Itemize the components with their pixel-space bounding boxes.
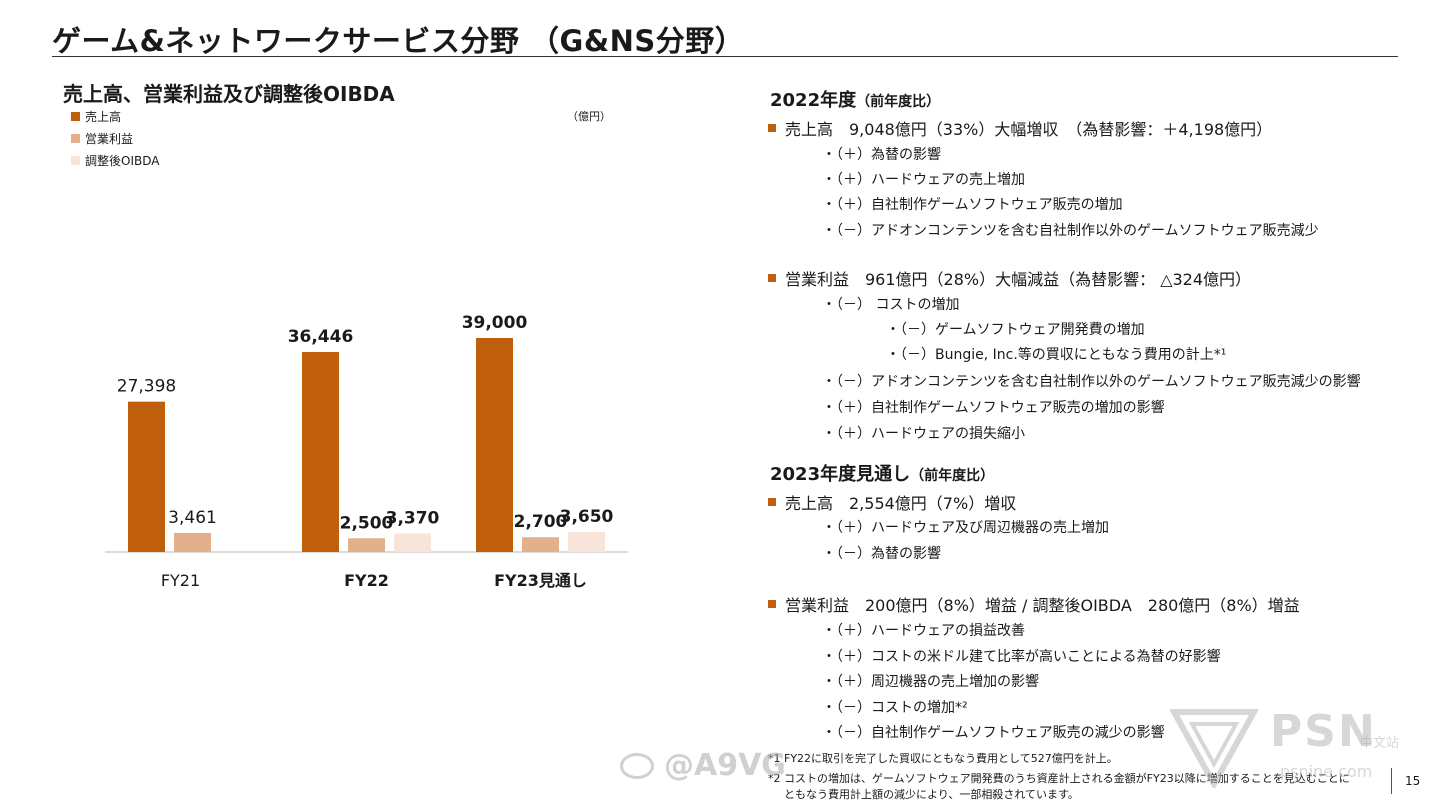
fy2022-oi-subitem: ・（－）ゲームソフトウェア開発費の増加 <box>886 322 1145 338</box>
fy2022-heading: 2022年度（前年度比） <box>770 86 940 112</box>
fy2023-sales-item: ・（－）為替の影響 <box>822 546 941 562</box>
fy2022-sales-item: ・（＋）自社制作ゲームソフトウェア販売の増加 <box>822 197 1123 213</box>
fy2022-sales-text: 売上高 9,048億円（33%）大幅増収 （為替影響：＋4,198億円） <box>785 120 1273 139</box>
bar-operating-income-2 <box>522 537 559 552</box>
square-bullet-icon <box>768 274 776 282</box>
fy2022-sales-item: ・（－）アドオンコンテンツを含む自社制作以外のゲームソフトウェア販売減少 <box>822 223 1319 239</box>
chart-unit-label: （億円） <box>567 110 611 123</box>
bar-operating-income-1 <box>348 538 385 552</box>
fy2022-oi-item: ・（－）アドオンコンテンツを含む自社制作以外のゲームソフトウェア販売減少の影響 <box>822 374 1361 390</box>
x-tick-label-1: FY22 <box>344 571 389 590</box>
fy2023-operating-income-text: 営業利益 200億円（8%）増益 / 調整後OIBDA 280億円（8%）増益 <box>785 596 1300 615</box>
footnote-2: *2 コストの増加は、ゲームソフトウェア開発費のうち資産計上される金額がFY23… <box>768 772 1350 785</box>
page-number: 15 <box>1405 774 1421 788</box>
fy2023-oi-item: ・（＋）ハードウェアの損益改善 <box>822 623 1025 639</box>
bar-operating-income-0 <box>174 533 211 552</box>
data-label-sales-0: 27,398 <box>117 377 176 397</box>
page-number-divider <box>1391 768 1392 794</box>
fy2022-oi-item: ・（＋）自社制作ゲームソフトウェア販売の増加の影響 <box>822 400 1165 416</box>
fy2023-oi-item: ・（＋）周辺機器の売上増加の影響 <box>822 674 1039 690</box>
legend-item-adjusted-oibda: 調整後OIBDA <box>71 152 159 169</box>
weibo-watermark: @A9VG <box>620 748 786 783</box>
bar-adjusted-oibda-1 <box>394 533 431 552</box>
bar-sales-2 <box>476 338 513 552</box>
legend-item-operating-income: 営業利益 <box>71 130 133 147</box>
legend-label-sales: 売上高 <box>85 110 122 124</box>
fy2023-sales-bullet: 売上高 2,554億円（7%）増収 <box>768 490 1016 514</box>
data-label-adjusted-oibda-2: 3,650 <box>560 507 614 527</box>
fy2023-heading: 2023年度見通し（前年度比） <box>770 460 994 486</box>
x-tick-label-2: FY23見通し <box>494 571 587 590</box>
square-bullet-icon <box>768 124 776 132</box>
fy2023-oi-item: ・（－）コストの増加*² <box>822 700 968 716</box>
psn-watermark-brand: PSN <box>1270 706 1377 757</box>
fy2023-sales-text: 売上高 2,554億円（7%）増収 <box>785 494 1017 513</box>
fy2023-sales-item: ・（＋）ハードウェア及び周辺機器の売上増加 <box>822 520 1109 536</box>
weibo-watermark-text: @A9VG <box>664 748 786 783</box>
legend-swatch-operating-income <box>71 134 80 143</box>
data-label-sales-2: 39,000 <box>462 313 528 333</box>
page-title: ゲーム&ネットワークサービス分野 （G&NS分野） <box>52 24 745 58</box>
fy2022-operating-income-bullet: 営業利益 961億円（28%）大幅減益（為替影響： △324億円） <box>768 266 1251 290</box>
data-label-adjusted-oibda-1: 3,370 <box>386 509 440 529</box>
data-label-sales-1: 36,446 <box>288 327 354 347</box>
chart-title: 売上高、営業利益及び調整後OIBDA <box>63 82 395 106</box>
bar-sales-0 <box>128 401 165 552</box>
fy2022-oi-item: ・（－） コストの増加 <box>822 297 960 313</box>
legend-label-operating-income: 営業利益 <box>85 132 134 146</box>
fy2023-oi-item: ・（＋）コストの米ドル建て比率が高いことによる為替の好影響 <box>822 649 1221 665</box>
square-bullet-icon <box>768 600 776 608</box>
fy2022-sales-item: ・（＋）ハードウェアの売上増加 <box>822 172 1025 188</box>
legend-item-sales: 売上高 <box>71 108 121 125</box>
data-label-operating-income-1: 2,500 <box>340 513 394 533</box>
fy2022-sales-item: ・（＋）為替の影響 <box>822 147 941 163</box>
fy2022-operating-income-text: 営業利益 961億円（28%）大幅減益（為替影響： △324億円） <box>785 270 1252 289</box>
fy2022-sales-bullet: 売上高 9,048億円（33%）大幅増収 （為替影響：＋4,198億円） <box>768 116 1272 140</box>
square-bullet-icon <box>768 498 776 506</box>
fy2023-heading-title: 2023年度見通し <box>770 464 911 485</box>
legend-label-adjusted-oibda: 調整後OIBDA <box>85 154 160 168</box>
legend-swatch-adjusted-oibda <box>71 156 80 165</box>
fy2022-oi-item: ・（＋）ハードウェアの損失縮小 <box>822 426 1025 442</box>
fy2023-heading-sub: （前年度比） <box>910 468 995 484</box>
fy2022-heading-title: 2022年度 <box>770 90 857 111</box>
legend-swatch-sales <box>71 112 80 121</box>
x-tick-label-0: FY21 <box>161 571 200 590</box>
data-label-operating-income-0: 3,461 <box>168 508 217 528</box>
footnote-1: *1 FY22に取引を完了した買収にともなう費用として527億円を計上。 <box>768 752 1118 765</box>
fy2022-heading-sub: （前年度比） <box>856 94 941 110</box>
bar-adjusted-oibda-2 <box>568 531 605 552</box>
fy2023-oi-item: ・（－）自社制作ゲームソフトウェア販売の減少の影響 <box>822 725 1165 741</box>
weibo-logo-icon <box>620 752 654 779</box>
psnine-logo-icon <box>1170 709 1258 788</box>
psn-watermark-domain: psnine.com <box>1280 762 1373 781</box>
bar-sales-1 <box>302 352 339 552</box>
title-divider <box>52 56 1398 57</box>
fy2022-oi-subitem: ・（－）Bungie, Inc.等の買収にともなう費用の計上*¹ <box>886 347 1227 363</box>
data-label-operating-income-2: 2,700 <box>514 512 568 532</box>
footnote-2-continued: ともなう費用計上額の減少により、一部相殺されています。 <box>784 788 1079 801</box>
psn-watermark-sub: 中文站 <box>1360 736 1400 751</box>
fy2023-operating-income-bullet: 営業利益 200億円（8%）増益 / 調整後OIBDA 280億円（8%）増益 <box>768 592 1300 616</box>
